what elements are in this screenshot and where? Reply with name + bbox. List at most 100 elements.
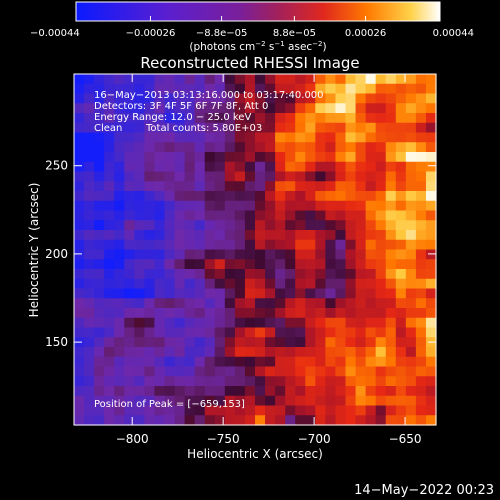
heatmap-cell	[285, 249, 296, 260]
heatmap-cell	[395, 142, 407, 153]
heatmap-cell	[385, 83, 397, 95]
heatmap-cell	[204, 337, 216, 348]
heatmap-cell	[385, 415, 397, 426]
heatmap-cell	[134, 249, 145, 260]
heatmap-cell	[345, 366, 357, 377]
heatmap-cell	[244, 347, 256, 358]
heatmap-cell	[194, 239, 206, 251]
heatmap-cell	[164, 113, 176, 124]
heatmap-cell	[214, 239, 226, 251]
heatmap-cell	[425, 83, 437, 95]
heatmap-cell	[214, 200, 226, 212]
heatmap-cell	[355, 122, 367, 134]
heatmap-cell	[214, 259, 226, 270]
heatmap-cell	[275, 132, 286, 143]
heatmap-cell	[174, 259, 186, 270]
heatmap-cell	[94, 298, 105, 309]
heatmap-cell	[425, 327, 437, 338]
heatmap-cell	[234, 239, 246, 251]
heatmap-cell	[405, 142, 417, 153]
heatmap-cell	[355, 298, 367, 309]
heatmap-cell	[104, 327, 115, 338]
heatmap-cell	[365, 103, 377, 114]
heatmap-cell	[305, 249, 316, 260]
heatmap-cell	[305, 181, 316, 192]
heatmap-cell	[134, 386, 145, 397]
heatmap-cell	[315, 142, 326, 153]
heatmap-cell	[255, 83, 266, 95]
heatmap-cell	[335, 347, 347, 358]
heatmap-cell	[335, 171, 347, 182]
heatmap-cell	[285, 376, 296, 387]
heatmap-cell	[285, 93, 296, 104]
heatmap-cell	[335, 415, 347, 426]
heatmap-cell	[234, 161, 246, 173]
heatmap-cell	[315, 308, 326, 319]
heatmap-cell	[365, 200, 377, 212]
heatmap-cell	[315, 132, 326, 143]
footer-date: 14−May−2022 00:23	[354, 483, 494, 498]
heatmap-cell	[415, 356, 427, 368]
heatmap-cell	[74, 74, 85, 85]
heatmap-cell	[114, 317, 125, 329]
heatmap-cell	[134, 308, 145, 319]
heatmap-cell	[154, 220, 166, 231]
heatmap-cell	[385, 347, 397, 358]
peak-position-label: Position of Peak = [−659,153]	[94, 399, 245, 410]
heatmap-cell	[375, 113, 387, 124]
heatmap-cell	[275, 74, 286, 85]
heatmap-cell	[425, 269, 437, 280]
heatmap-cell	[74, 317, 85, 329]
heatmap-cell	[164, 142, 176, 153]
heatmap-cell	[275, 161, 286, 173]
heatmap-cell	[74, 113, 85, 124]
heatmap-cell	[244, 298, 256, 309]
heatmap-cell	[154, 210, 166, 221]
heatmap-cell	[214, 288, 226, 299]
heatmap-cell	[154, 405, 166, 416]
heatmap-cell	[315, 113, 326, 124]
heatmap-cell	[224, 347, 236, 358]
heatmap-cell	[255, 161, 266, 173]
heatmap-cell	[184, 74, 196, 85]
heatmap-cell	[375, 142, 387, 153]
heatmap-cell	[134, 142, 145, 153]
heatmap-cell	[355, 152, 367, 163]
heatmap-cell	[415, 93, 427, 104]
heatmap-cell	[234, 210, 246, 221]
heatmap-cell	[285, 317, 296, 329]
heatmap-cell	[154, 181, 166, 192]
heatmap-cell	[255, 298, 266, 309]
heatmap-cell	[214, 405, 226, 416]
heatmap-cell	[194, 93, 206, 104]
heatmap-cell	[265, 347, 276, 358]
heatmap-cell	[144, 376, 156, 387]
heatmap-cell	[174, 74, 186, 85]
heatmap-cell	[174, 132, 186, 143]
heatmap-cell	[244, 415, 256, 426]
heatmap-cell	[194, 337, 206, 348]
heatmap-cell	[234, 122, 246, 134]
heatmap-cell	[255, 239, 266, 251]
heatmap-cell	[114, 142, 125, 153]
heatmap-cell	[315, 415, 326, 426]
heatmap-cell	[275, 191, 286, 202]
heatmap-cell	[184, 200, 196, 212]
heatmap-cell	[375, 230, 387, 241]
heatmap-cell	[265, 93, 276, 104]
heatmap-cell	[154, 327, 166, 338]
heatmap-cell	[224, 327, 236, 338]
heatmap-cell	[104, 181, 115, 192]
heatmap-cell	[385, 113, 397, 124]
heatmap-cell	[255, 132, 266, 143]
heatmap-cell	[214, 161, 226, 173]
heatmap-cell	[365, 405, 377, 416]
heatmap-cell	[224, 317, 236, 329]
heatmap-cell	[385, 230, 397, 241]
heatmap-cell	[124, 103, 135, 114]
heatmap-cell	[385, 220, 397, 231]
heatmap-cell	[214, 327, 226, 338]
heatmap-cell	[224, 132, 236, 143]
heatmap-cell	[265, 239, 276, 251]
heatmap-cell	[285, 142, 296, 153]
